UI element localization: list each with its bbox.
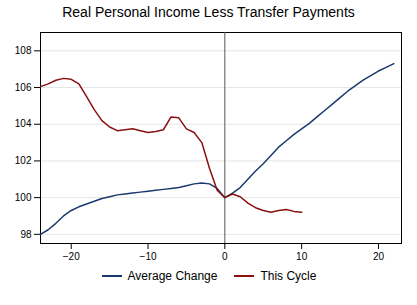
- html-text:Average Change: Average Change: [127, 269, 218, 283]
- svg-text:102: 102: [15, 155, 32, 166]
- svg-text:0: 0: [222, 251, 228, 262]
- html-text:This Cycle: This Cycle: [260, 269, 317, 283]
- svg-text:100: 100: [15, 192, 32, 203]
- html-text:Real Personal Income Less Tran: Real Personal Income Less Transfer Payme…: [62, 4, 355, 20]
- svg-text:106: 106: [15, 82, 32, 93]
- svg-text:108: 108: [15, 45, 32, 56]
- svg-text:−10: −10: [140, 251, 157, 262]
- svg-text:10: 10: [296, 251, 308, 262]
- svg-text:−20: −20: [63, 251, 80, 262]
- svg-text:20: 20: [373, 251, 385, 262]
- svg-text:98: 98: [20, 229, 32, 240]
- svg-text:104: 104: [15, 118, 32, 129]
